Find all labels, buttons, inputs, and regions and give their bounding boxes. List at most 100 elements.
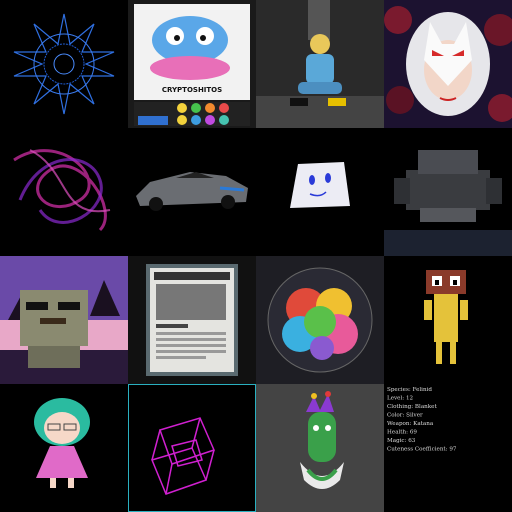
- tile-mandala-part: [53, 53, 75, 75]
- tile-newspaper-part: [156, 344, 226, 347]
- tile-chibi-part: [36, 446, 88, 478]
- stat-line: Cuteness Coefficient: 97: [387, 447, 457, 453]
- tile-mandala-part: [13, 13, 115, 115]
- tile-cube-part-part: [151, 429, 161, 461]
- tile-figure-part: [328, 98, 346, 106]
- stat-line: Clothing: Blanket: [387, 404, 437, 410]
- tile-chibi-part: [47, 423, 61, 431]
- tile-stats: Species: Felinid Level: 12 Clothing: Bla…: [384, 384, 512, 512]
- tile-cryptoshitos-part: [205, 115, 215, 125]
- stat-line: Level: 12: [387, 396, 414, 402]
- tile-figure-part: [308, 0, 330, 40]
- tile-newspaper-part: [156, 324, 188, 328]
- tile-kitsune-part: [488, 94, 512, 122]
- tile-spaceship-part: [384, 230, 512, 256]
- tile-spaceship-part: [420, 208, 476, 222]
- tile-newspaper-part: [156, 338, 226, 341]
- tile-sphere: [256, 256, 384, 384]
- tile-kitsune-part: [452, 50, 464, 56]
- tile-cryptoshitos-part: [200, 35, 206, 41]
- tile-face-part: [309, 191, 327, 197]
- tile-jester-part: [325, 425, 331, 431]
- tile-mandala-part: [33, 33, 95, 95]
- tile-kitsune-part: [432, 50, 444, 56]
- tile-newspaper-part: [156, 332, 226, 335]
- tile-figure-part: [310, 34, 330, 54]
- tile-swirl-part: [18, 158, 103, 224]
- stat-line: Color: Silver: [387, 413, 423, 419]
- tile-car-part: [221, 195, 235, 209]
- tile-robot-part: [436, 342, 442, 364]
- tile-mandala-part: [43, 43, 85, 85]
- tile-cube-part-part: [171, 439, 203, 467]
- stat-line: Health: 69: [387, 430, 417, 436]
- tile-jester-part: [311, 393, 317, 399]
- tile-robot-part: [453, 280, 457, 285]
- tile-kitsune: [384, 0, 512, 128]
- tile-newspaper-part: [156, 350, 226, 353]
- tile-face: [256, 128, 384, 256]
- tile-chibi: [0, 384, 128, 512]
- tile-robot-part: [460, 300, 468, 320]
- tile-newspaper: [128, 256, 256, 384]
- tile-kitsune-part: [484, 14, 512, 46]
- tile-figure-part: [298, 82, 342, 94]
- tile-cube-part-part: [205, 449, 215, 481]
- card-title: CRYPTOSHITOS: [162, 86, 222, 94]
- tile-kitsune-part: [424, 22, 472, 86]
- tile-kitsune-part: [384, 6, 412, 34]
- tile-spaceship-part: [486, 178, 502, 204]
- tile-bear-part: [28, 346, 80, 368]
- tile-swirl-part: [0, 128, 128, 256]
- tile-cryptoshitos: CRYPTOSHITOS: [128, 0, 256, 128]
- tile-spaceship-part: [418, 150, 478, 174]
- tile-bear-part: [26, 302, 48, 310]
- tile-chibi-part: [63, 423, 77, 431]
- tile-stats-part: [384, 384, 512, 512]
- tile-cryptoshitos-part: [150, 56, 230, 80]
- tile-bear-part: [58, 302, 80, 310]
- tile-jester-part: [300, 462, 344, 489]
- tile-car-part: [136, 172, 248, 206]
- tile-jester-part: [325, 391, 331, 397]
- tile-mandala: [0, 0, 128, 128]
- tile-figure-part: [290, 98, 308, 106]
- tile-sphere-part: [304, 306, 336, 338]
- tile-cryptoshitos-part: [219, 115, 229, 125]
- tile-cryptoshitos-part: [205, 103, 215, 113]
- stat-line: Species: Felinid: [387, 387, 432, 393]
- tile-cube-part: [150, 417, 216, 495]
- tile-cube-part-part: [165, 463, 173, 495]
- tile-figure: [256, 0, 384, 128]
- tile-jester-part: [313, 425, 319, 431]
- tile-swirl-part: [29, 149, 111, 213]
- tile-mandala-part: [0, 0, 128, 128]
- tile-cryptoshitos-part: [177, 115, 187, 125]
- stat-line: Magic: 63: [387, 438, 416, 444]
- tile-face-part: [309, 175, 315, 185]
- tile-cube: [128, 384, 256, 512]
- tile-bear: [0, 256, 128, 384]
- tile-chibi-part: [68, 478, 74, 488]
- tile-robot-part: [435, 280, 439, 285]
- tile-figure-part: [306, 54, 334, 84]
- tile-cryptoshitos-part: [191, 115, 201, 125]
- tile-cryptoshitos-part: [191, 103, 201, 113]
- tile-jester-part: [306, 468, 338, 481]
- tile-spaceship-part: [394, 178, 410, 204]
- tile-bear-part: [40, 318, 66, 324]
- tile-car-part: [176, 172, 214, 178]
- stat-line: Weapon: Katana: [387, 421, 434, 427]
- tile-car: [128, 128, 256, 256]
- tile-bear-part: [90, 280, 120, 316]
- tile-car-part: [149, 197, 163, 211]
- tile-robot-part: [434, 294, 458, 342]
- tile-spaceship-part: [406, 170, 490, 210]
- tile-newspaper-part: [156, 284, 226, 320]
- tile-cryptoshitos-part: [174, 35, 180, 41]
- tile-face-part: [325, 173, 331, 183]
- tile-newspaper-part: [154, 272, 230, 280]
- tile-car-part: [219, 186, 245, 192]
- tile-newspaper-part: [156, 356, 206, 359]
